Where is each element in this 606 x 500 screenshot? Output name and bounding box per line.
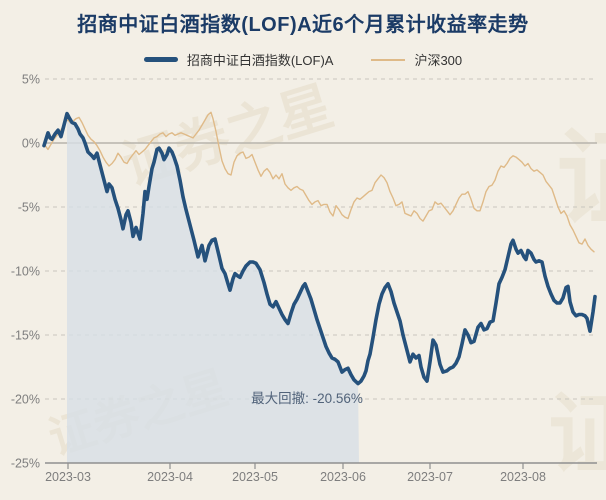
svg-text:证: 证 xyxy=(556,121,606,238)
chart-legend: 招商中证白酒指数(LOF)A 沪深300 xyxy=(0,50,606,69)
legend-hs300-label: 沪深300 xyxy=(414,53,463,68)
y-axis-label: -25% xyxy=(11,457,40,471)
legend-item-hs300[interactable]: 沪深300 xyxy=(371,50,462,69)
y-axis-label: -5% xyxy=(18,201,40,215)
max-drawdown-band xyxy=(67,113,359,463)
x-axis-label: 2023-04 xyxy=(147,470,193,484)
x-axis-label: 2023-07 xyxy=(407,470,453,484)
y-axis-label: 0% xyxy=(22,137,40,151)
x-axis-label: 2023-08 xyxy=(500,470,546,484)
y-axis-label: -10% xyxy=(11,265,40,279)
y-axis: 5% 0% -5% -10% -15% -20% -25% xyxy=(11,73,40,471)
chart-title: 招商中证白酒指数(LOF)A近6个月累计收益率走势 xyxy=(77,14,529,36)
y-axis-label: 5% xyxy=(22,73,40,87)
fund-return-line xyxy=(42,111,597,386)
x-axis-label: 2023-06 xyxy=(320,470,366,484)
x-axis-label: 2023-05 xyxy=(232,470,278,484)
hs300-index-line xyxy=(43,111,595,253)
legend-fund-label: 招商中证白酒指数(LOF)A xyxy=(186,53,334,68)
y-axis-label: -15% xyxy=(11,329,40,343)
svg-text:证: 证 xyxy=(548,385,606,484)
x-axis-label: 2023-03 xyxy=(45,470,91,484)
legend-item-fund[interactable]: 招商中证白酒指数(LOF)A xyxy=(143,50,334,69)
y-axis-label: -20% xyxy=(11,393,40,407)
x-axis: 2023-03 2023-04 2023-05 2023-06 2023-07 2023-… xyxy=(45,462,597,484)
max-drawdown-annotation: 最大回撤: -20.56% xyxy=(251,391,363,406)
fund-line-swatch xyxy=(143,57,178,62)
hs300-line-swatch xyxy=(371,58,406,61)
